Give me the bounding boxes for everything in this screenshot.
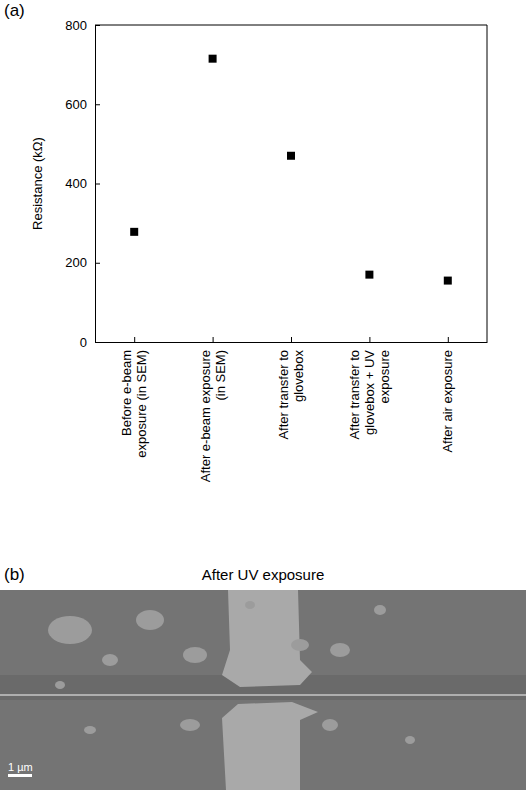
y-tick-label: 0 xyxy=(80,335,87,350)
x-tick-label-line: After e-beam exposure xyxy=(198,350,213,482)
x-tick-mark xyxy=(369,337,370,342)
x-tick-label-line: (in SEM) xyxy=(213,350,228,401)
x-tick xyxy=(448,337,449,342)
x-tick-mark xyxy=(213,337,214,342)
sem-particle xyxy=(291,639,309,651)
x-axis-line xyxy=(96,342,488,343)
x-tick-mark xyxy=(448,337,449,342)
electrode-bottom xyxy=(222,702,318,790)
x-tick-label: After e-beam exposure(in SEM) xyxy=(198,350,228,482)
point xyxy=(209,55,217,63)
y-tick-label: 200 xyxy=(65,255,87,270)
panel-title: After UV exposure xyxy=(202,566,325,583)
sem-particle xyxy=(102,654,118,666)
electrode-top xyxy=(222,590,312,687)
x-tick-label: After air exposure xyxy=(440,350,455,453)
panel-label: (b) xyxy=(4,565,25,584)
frame-right xyxy=(487,25,488,342)
x-tick xyxy=(213,337,214,342)
panel-label: (a) xyxy=(4,1,25,20)
y-tick-label: 400 xyxy=(65,176,87,191)
y-tick: 200 xyxy=(65,255,100,270)
scale-bar-label: 1 µm xyxy=(8,761,33,773)
frame-top xyxy=(95,25,487,26)
y-tick: 800 xyxy=(65,18,100,33)
y-tick-mark xyxy=(95,104,100,105)
sem-particle xyxy=(374,605,386,615)
x-tick-label: Before e-beamexposure (in SEM) xyxy=(119,350,149,458)
x-tick-label-line: After air exposure xyxy=(440,350,455,453)
y-tick-mark xyxy=(95,184,100,185)
sem-particle xyxy=(55,681,65,689)
x-tick xyxy=(369,337,370,342)
y-tick: 600 xyxy=(65,97,100,112)
y-tick-label: 800 xyxy=(65,18,87,33)
x-tick-label-line: glovebox + UV xyxy=(362,350,377,435)
sem-particle xyxy=(136,610,164,630)
x-tick-label-line: Before e-beam xyxy=(119,350,134,436)
x-tick xyxy=(134,337,135,342)
sem-background xyxy=(0,590,526,790)
sem-particle xyxy=(183,647,207,663)
sem-particle xyxy=(405,736,415,744)
scale-bar xyxy=(8,774,32,777)
y-axis-title: Resistance (kΩ) xyxy=(30,137,45,230)
y-tick: 400 xyxy=(65,176,100,191)
x-tick-mark xyxy=(134,337,135,342)
y-tick-mark xyxy=(95,25,100,26)
x-tick-label-line: exposure (in SEM) xyxy=(134,350,149,458)
sem-particle xyxy=(322,719,338,731)
x-tick-label: After transfer toglovebox xyxy=(276,350,306,440)
measurement-line xyxy=(0,694,526,695)
y-tick-mark xyxy=(95,263,100,264)
x-tick-label-line: After transfer to xyxy=(276,350,291,440)
points xyxy=(130,55,452,285)
point xyxy=(287,152,295,160)
x-tick-label-line: exposure xyxy=(377,350,392,403)
x-axis xyxy=(96,337,488,343)
point xyxy=(130,228,138,236)
point xyxy=(365,271,373,279)
x-tick-label: After transfer toglovebox + UVexposure xyxy=(347,350,392,440)
sem-particle xyxy=(48,616,92,644)
x-tick-mark xyxy=(291,337,292,342)
y-tick-label: 600 xyxy=(65,97,87,112)
sem-particle xyxy=(245,601,255,609)
point xyxy=(444,277,452,285)
sem-particle xyxy=(84,726,96,734)
x-tick-label-line: After transfer to xyxy=(347,350,362,440)
sem-particle xyxy=(330,643,350,657)
x-tick-label-line: glovebox xyxy=(291,350,306,403)
sem-image xyxy=(0,590,526,790)
x-tick xyxy=(291,337,292,342)
y-axis: 0 200 400 600 800 xyxy=(65,18,100,350)
sem-particle xyxy=(180,719,200,731)
